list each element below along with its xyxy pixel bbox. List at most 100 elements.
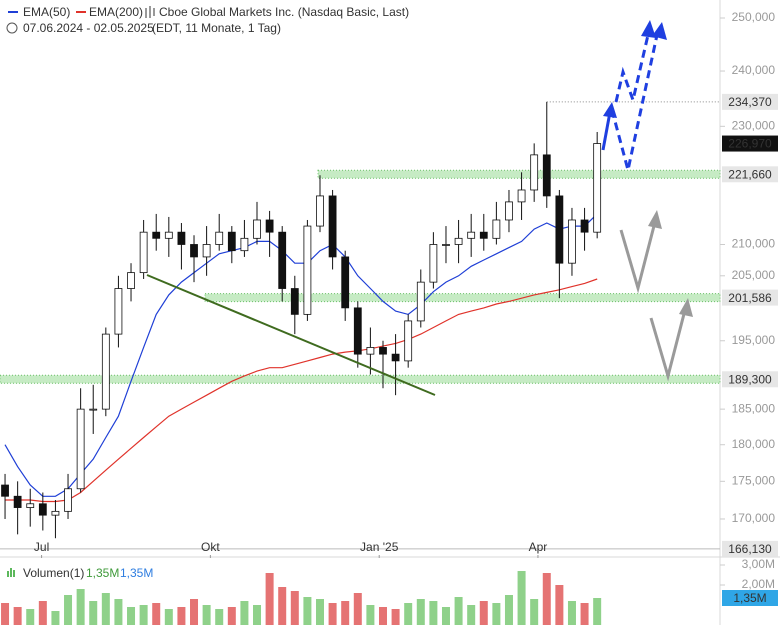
candle-body: [215, 231, 224, 245]
volume-bar: [517, 571, 526, 625]
volume-bar: [378, 607, 387, 625]
volume-bar: [190, 599, 199, 625]
volume-bar: [555, 585, 564, 625]
volume-bar: [26, 609, 35, 625]
zone-tag: 201,586: [728, 291, 772, 305]
last-tag: 226,970: [728, 137, 772, 151]
volume-bar: [227, 607, 236, 625]
y-tick-label: 240,000: [732, 63, 776, 77]
volume-bar: [492, 603, 501, 625]
volume-bar: [416, 599, 425, 625]
forecast-arrowheads: [603, 20, 667, 118]
volume-bar: [593, 598, 602, 625]
candle-body: [114, 288, 123, 335]
volume-bar: [202, 605, 211, 625]
candle-body: [505, 201, 513, 221]
volume-bar: [530, 599, 539, 625]
candle-body: [76, 408, 85, 490]
candle-body: [479, 231, 488, 239]
zone-tag-bg: [722, 289, 778, 306]
volume-bar: [504, 595, 513, 625]
high-tag-bg: [722, 93, 778, 110]
candle-body: [404, 320, 413, 362]
volume-bar: [265, 573, 274, 625]
trend-line: [146, 274, 436, 396]
volume-legend-value: 1,35M: [120, 566, 153, 580]
volume-bar: [479, 601, 488, 625]
instrument-title: Cboe Global Markets Inc. (Nasdaq Basic, …: [159, 5, 409, 19]
candle-body: [568, 219, 576, 264]
candle-body: [366, 347, 375, 355]
candle-body: [379, 347, 387, 355]
candle-body: [89, 408, 98, 411]
last-tag-bg: [722, 135, 778, 152]
scenario-arrowheads: [648, 210, 693, 317]
y-tick-label: 185,000: [732, 401, 776, 415]
zone-tag-bg: [722, 166, 778, 183]
scenario-arrows: [619, 221, 687, 382]
period-info: (EDT, 11 Monate, 1 Tag): [152, 21, 281, 35]
volume-bar: [278, 587, 287, 625]
volume-bar: [152, 603, 161, 625]
candle-body: [542, 154, 551, 197]
volume-bar: [303, 597, 312, 625]
volume-last-tag: 1,35M: [733, 591, 766, 605]
candle-body: [442, 244, 450, 246]
candle-body: [278, 231, 287, 289]
candle-body: [64, 488, 72, 512]
candle-body: [26, 503, 35, 508]
volume-legend-label: Volumen(1): [23, 566, 84, 580]
candle-body: [13, 495, 22, 508]
volume-bar: [139, 605, 148, 625]
volume-tick-label: 3,00M: [742, 557, 775, 571]
candle-body: [316, 195, 324, 227]
volume-bar: [164, 609, 173, 625]
candle-body: [202, 244, 211, 258]
candle-body: [227, 231, 236, 252]
zone-tag: 221,660: [728, 167, 772, 181]
volume-bar: [89, 601, 98, 625]
volume-bar: [391, 609, 400, 625]
volume-bar: [429, 601, 438, 625]
candle-body: [265, 219, 274, 233]
volume-bar: [328, 603, 337, 625]
volume-bar: [13, 607, 22, 625]
ema-line: [5, 278, 598, 503]
volume-bar: [542, 573, 551, 625]
candle-body: [38, 503, 47, 516]
candle-body: [190, 244, 198, 258]
candle-body: [177, 231, 186, 245]
candle-body: [391, 353, 400, 362]
y-tick-label: 170,000: [732, 511, 776, 525]
volume-last-tag-bg: [722, 590, 778, 606]
candle-body: [416, 281, 425, 322]
zones-layer: [0, 101, 721, 550]
x-tick-label: Apr: [529, 540, 548, 554]
low-tag: 166,130: [728, 542, 772, 556]
volume-bar: [127, 607, 136, 625]
x-tick-label: Jul: [34, 540, 49, 554]
volume-bar: [114, 599, 123, 625]
volume-bar: [64, 595, 73, 625]
forecast-arrows: [601, 34, 659, 171]
candle-body: [101, 333, 110, 410]
candle-body: [1, 484, 9, 497]
candle-body: [164, 231, 173, 239]
support-zone: [317, 169, 721, 179]
candle-body: [290, 288, 299, 315]
lines-layer: [4, 213, 598, 503]
clock-icon: [6, 22, 18, 34]
y-tick-label: 175,000: [732, 473, 776, 487]
volume-bar: [567, 601, 576, 625]
candle-body: [303, 225, 312, 315]
x-tick-label: Okt: [201, 540, 220, 554]
candle-icon: [145, 6, 155, 18]
candle-body: [253, 219, 261, 239]
volume-bar: [353, 593, 362, 625]
y-tick-label: 250,000: [732, 10, 776, 24]
volume-bar: [101, 593, 110, 625]
y-tick-label: 195,000: [732, 333, 776, 347]
